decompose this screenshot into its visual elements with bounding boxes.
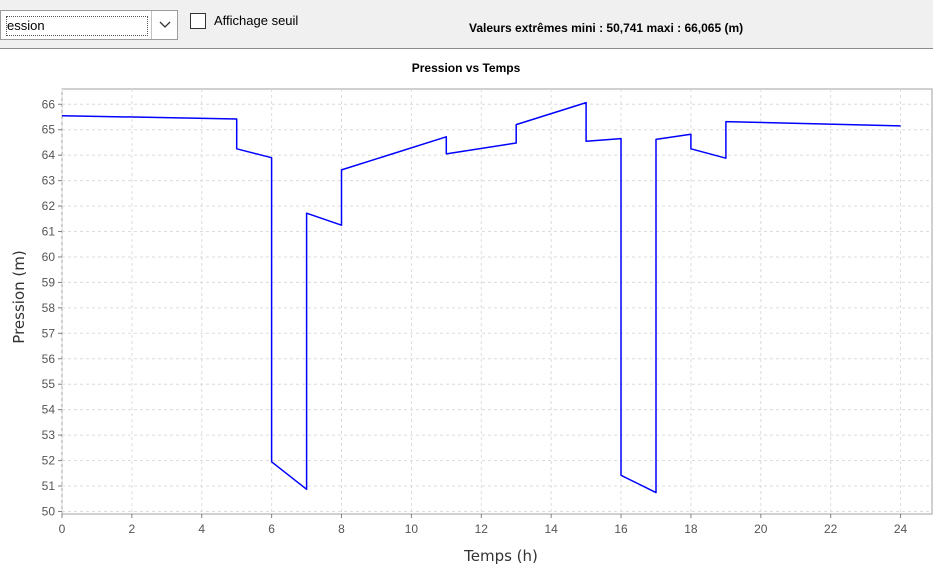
x-tick-label: 0 (59, 522, 66, 536)
y-axis: 50 51 52 53 54 55 56 57 58 59 60 61 62 63 64 65 66 (42, 97, 62, 518)
y-tick-label: 65 (42, 123, 56, 137)
x-tick-label: 22 (824, 522, 838, 536)
y-tick-label: 66 (42, 97, 56, 111)
x-tick-label: 2 (129, 522, 136, 536)
y-tick-label: 51 (42, 479, 56, 493)
toolbar: ession Affichage seuil Valeurs extrêmes … (0, 0, 933, 49)
variable-select-value: ession (6, 16, 148, 36)
threshold-checkbox[interactable] (190, 13, 206, 29)
y-tick-label: 53 (42, 428, 56, 442)
x-tick-label: 18 (684, 522, 698, 536)
y-tick-label: 63 (42, 174, 56, 188)
chart-title: Pression vs Temps (412, 61, 521, 75)
x-tick-label: 10 (405, 522, 419, 536)
x-tick-label: 12 (475, 522, 489, 536)
x-tick-label: 8 (338, 522, 345, 536)
x-tick-label: 14 (544, 522, 558, 536)
y-tick-label: 64 (42, 148, 56, 162)
x-axis-title: Temps (h) (463, 547, 538, 565)
y-tick-label: 54 (42, 403, 56, 417)
x-axis: 0 2 4 6 8 10 12 14 16 18 20 22 24 (59, 514, 908, 536)
variable-select[interactable]: ession (0, 10, 178, 40)
y-tick-label: 62 (42, 199, 56, 213)
pressure-chart: Pression vs Temps 0 2 4 6 8 10 12 14 16 18 20 22 24 … (10, 61, 933, 565)
plot-area (61, 88, 933, 515)
x-tick-label: 6 (268, 522, 275, 536)
y-tick-label: 58 (42, 301, 56, 315)
series-layer (61, 101, 901, 494)
series-line (61, 101, 901, 494)
extreme-values-text: Valeurs extrêmes mini : 50,741 maxi : 66… (469, 21, 744, 35)
x-tick-label: 20 (754, 522, 768, 536)
x-tick-label: 4 (198, 522, 205, 536)
y-tick-label: 50 (42, 504, 56, 518)
threshold-checkbox-label: Affichage seuil (214, 13, 299, 28)
y-tick-label: 60 (42, 250, 56, 264)
y-tick-label: 56 (42, 352, 56, 366)
y-tick-label: 52 (42, 454, 56, 468)
y-tick-label: 61 (42, 225, 56, 239)
y-axis-title: Pression (m) (10, 250, 28, 343)
grid-lines (61, 89, 932, 514)
y-tick-label: 55 (42, 377, 56, 391)
y-tick-label: 57 (42, 326, 56, 340)
chevron-down-icon[interactable] (151, 11, 177, 39)
y-tick-label: 59 (42, 275, 56, 289)
toolbar-divider (0, 48, 933, 49)
x-tick-label: 24 (894, 522, 908, 536)
x-tick-label: 16 (614, 522, 628, 536)
